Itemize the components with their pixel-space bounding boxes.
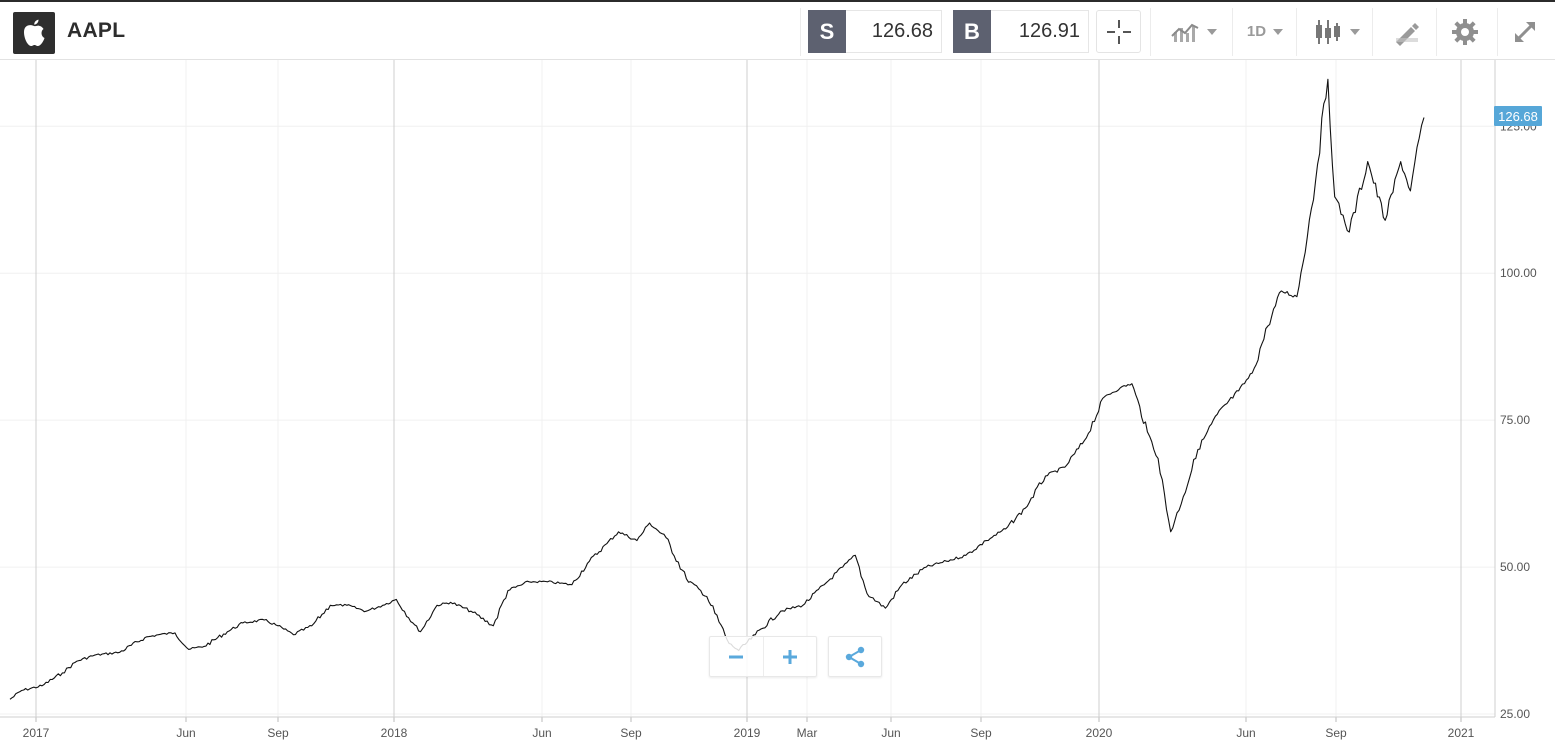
gear-icon [1452, 18, 1478, 45]
zoom-in-button[interactable] [762, 637, 817, 676]
price-chart[interactable]: 125.00 100.00 75.00 50.00 25.00 2017 Jun Sep 201… [0, 60, 1555, 750]
zoom-out-button[interactable] [710, 637, 763, 676]
x-tick-label: 2019 [734, 726, 761, 740]
plus-icon [782, 649, 797, 664]
y-tick-label: 25.00 [1500, 707, 1530, 721]
draw-button[interactable] [1382, 10, 1432, 53]
x-tick-label: Jun [176, 726, 195, 740]
x-tick-label: Sep [1325, 726, 1347, 740]
y-tick-label: 100.00 [1500, 266, 1537, 280]
x-tick-label: Sep [970, 726, 992, 740]
expand-icon [1514, 21, 1536, 42]
y-tick-label: 75.00 [1500, 413, 1530, 427]
x-tick-label: 2021 [1448, 726, 1475, 740]
chart-type-dropdown[interactable] [1162, 10, 1224, 53]
divider [1150, 8, 1151, 56]
price-series-line [9, 78, 1425, 700]
chevron-down-icon [1349, 28, 1360, 35]
x-tick-label: 2020 [1086, 726, 1113, 740]
buy-price[interactable]: 126.91 [991, 10, 1089, 53]
top-toolbar: AAPL S 126.68 B 126.91 [0, 0, 1555, 60]
divider [1296, 8, 1297, 56]
x-tick-label: Mar [797, 726, 818, 740]
candles-dropdown[interactable] [1308, 10, 1364, 53]
instrument-symbol: AAPL [67, 19, 126, 42]
settings-button[interactable] [1442, 10, 1488, 53]
chevron-down-icon [1206, 28, 1217, 35]
line-chart-icon [1170, 23, 1198, 42]
crosshair-button[interactable] [1096, 10, 1141, 53]
share-button[interactable] [828, 636, 882, 677]
minus-icon [729, 655, 744, 658]
y-tick-label: 50.00 [1500, 560, 1530, 574]
sell-price[interactable]: 126.68 [846, 10, 942, 53]
interval-dropdown[interactable]: 1D [1240, 10, 1290, 53]
divider [800, 8, 801, 56]
divider [1372, 8, 1373, 56]
chevron-down-icon [1273, 28, 1284, 35]
divider [1497, 8, 1498, 56]
candlestick-icon [1315, 19, 1340, 44]
x-tick-label: Sep [267, 726, 289, 740]
zoom-controls [709, 636, 817, 677]
x-tick-label: Jun [532, 726, 551, 740]
x-tick-label: Jun [1236, 726, 1255, 740]
interval-label: 1D [1246, 23, 1267, 40]
drawing-pencil-icon [1396, 22, 1419, 46]
fullscreen-button[interactable] [1502, 10, 1548, 53]
divider [1232, 8, 1233, 56]
sell-badge[interactable]: S [808, 10, 846, 53]
divider [1436, 8, 1437, 56]
x-tick-label: Sep [620, 726, 642, 740]
x-tick-label: 2017 [23, 726, 50, 740]
buy-badge[interactable]: B [953, 10, 991, 53]
share-icon [845, 646, 865, 667]
x-tick-label: 2018 [381, 726, 408, 740]
apple-logo-icon [13, 12, 55, 54]
current-price-label: 126.68 [1494, 106, 1542, 127]
x-tick-label: Jun [881, 726, 900, 740]
crosshair-icon [1106, 19, 1131, 44]
